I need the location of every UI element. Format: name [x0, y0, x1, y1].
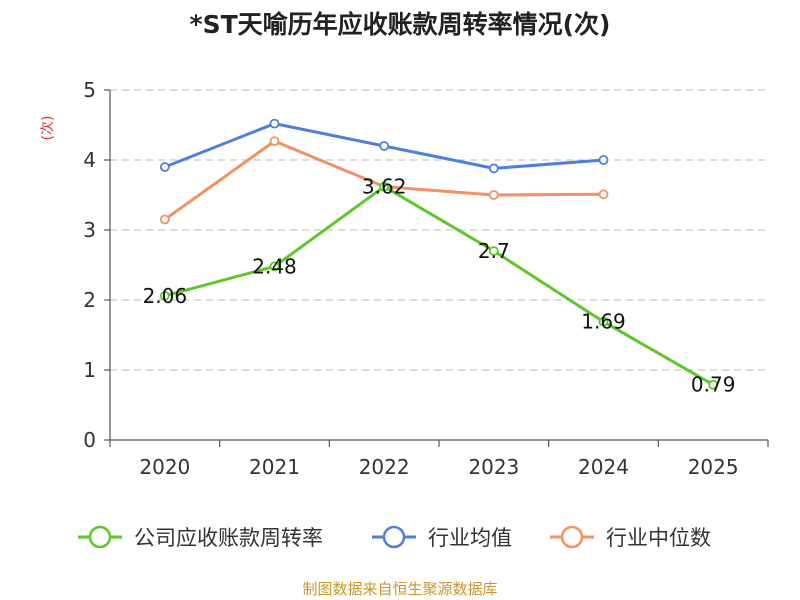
legend-label: 公司应收账款周转率	[134, 526, 323, 550]
y-tick-label: 4	[83, 148, 96, 172]
x-tick-label: 2024	[578, 455, 629, 479]
data-point	[598, 316, 609, 327]
data-point	[598, 155, 609, 165]
legend-marker	[88, 525, 112, 549]
data-label: 0.79	[691, 373, 736, 397]
legend-label: 行业中位数	[606, 526, 711, 550]
data-point	[379, 181, 390, 192]
y-axis-label: (次)	[40, 116, 56, 141]
series-line-0	[164, 185, 714, 387]
data-point	[488, 163, 499, 174]
data-point	[598, 189, 609, 200]
data-point	[488, 190, 499, 200]
legend-label: 行业均值	[428, 526, 512, 550]
chart-title: *ST天喻历年应收账款周转率情况(次)	[190, 10, 611, 39]
grid-lines	[110, 89, 768, 371]
data-point	[159, 290, 170, 301]
data-point	[488, 246, 499, 256]
y-tick-label: 3	[83, 218, 96, 242]
x-tick-label: 2021	[249, 455, 300, 479]
x-tick-label: 2020	[139, 455, 190, 479]
legend: 公司应收账款周转率 行业均值 行业中位数	[78, 525, 711, 550]
x-tick-label: 2022	[359, 455, 410, 479]
series-lines	[163, 122, 714, 387]
data-label: 2.48	[252, 254, 297, 278]
data-label: 1.69	[581, 310, 626, 334]
y-tick-label: 2	[83, 288, 96, 312]
data-point	[269, 118, 280, 129]
legend-item-1[interactable]: 行业均值	[372, 525, 512, 550]
data-point	[269, 261, 280, 272]
y-tick-label: 5	[83, 78, 96, 102]
data-label: 2.06	[143, 284, 188, 308]
data-point	[708, 379, 719, 390]
data-point	[159, 214, 170, 225]
data-label: 3.62	[362, 175, 407, 199]
data-point	[379, 141, 390, 151]
legend-item-2[interactable]: 行业中位数	[550, 525, 711, 550]
x-tick-label: 2025	[688, 455, 739, 479]
data-point	[269, 136, 280, 147]
data-point	[159, 162, 170, 172]
axes	[104, 89, 769, 447]
tick-labels: 0 1 2 3 4 5 2020 2021 2022 2023 2024 2025	[83, 78, 738, 479]
legend-item-0[interactable]: 公司应收账款周转率	[78, 525, 323, 550]
y-tick-label: 0	[83, 428, 96, 452]
legend-marker	[560, 525, 584, 549]
data-label: 2.7	[478, 239, 510, 263]
y-tick-label: 1	[83, 358, 96, 382]
source-note: 制图数据来自恒生聚源数据库	[302, 580, 497, 598]
x-tick-label: 2023	[468, 455, 519, 479]
series-points	[159, 118, 719, 390]
legend-marker	[382, 525, 406, 549]
data-labels: 2.06 2.48 3.62 2.7 1.69 0.79	[143, 175, 736, 397]
